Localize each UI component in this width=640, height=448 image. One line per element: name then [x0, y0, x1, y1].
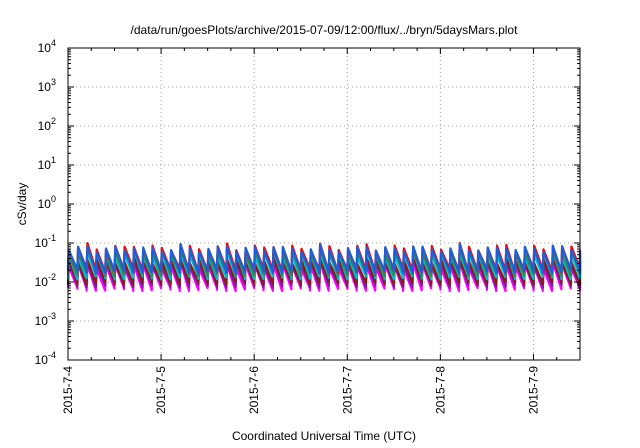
- x-tick-label: 2015-7-6: [247, 366, 261, 414]
- x-axis-title: Coordinated Universal Time (UTC): [232, 429, 416, 443]
- y-tick-label: 10-4: [35, 350, 56, 367]
- y-tick-label: 102: [38, 116, 56, 133]
- x-tick-label: 2015-7-9: [526, 366, 540, 414]
- y-tick-label: 10-3: [35, 311, 56, 328]
- y-tick-label: 104: [38, 38, 56, 55]
- y-tick-label: 101: [38, 155, 56, 172]
- y-tick-label: 10-2: [35, 272, 56, 289]
- y-axis: 104 103 102 101 100 10-1 10-2 10-3 10-4: [35, 38, 580, 367]
- x-tick-label: 2015-7-7: [340, 366, 354, 414]
- x-tick-label: 2015-7-8: [433, 366, 447, 414]
- series-line: [66, 242, 582, 274]
- x-axis: 2015-7-4 2015-7-5 2015-7-6 2015-7-7 2015-7-8…: [61, 48, 558, 414]
- series-layer: [66, 242, 582, 293]
- y-tick-label: 100: [38, 194, 56, 211]
- y-tick-label: 103: [38, 77, 56, 94]
- y-tick-label: 10-1: [35, 233, 56, 250]
- grid: [68, 48, 580, 360]
- x-tick-label: 2015-7-4: [61, 366, 75, 414]
- chart-title: /data/run/goesPlots/archive/2015-07-09/1…: [131, 23, 519, 37]
- y-axis-title: cSv/day: [15, 183, 29, 226]
- x-tick-label: 2015-7-5: [154, 366, 168, 414]
